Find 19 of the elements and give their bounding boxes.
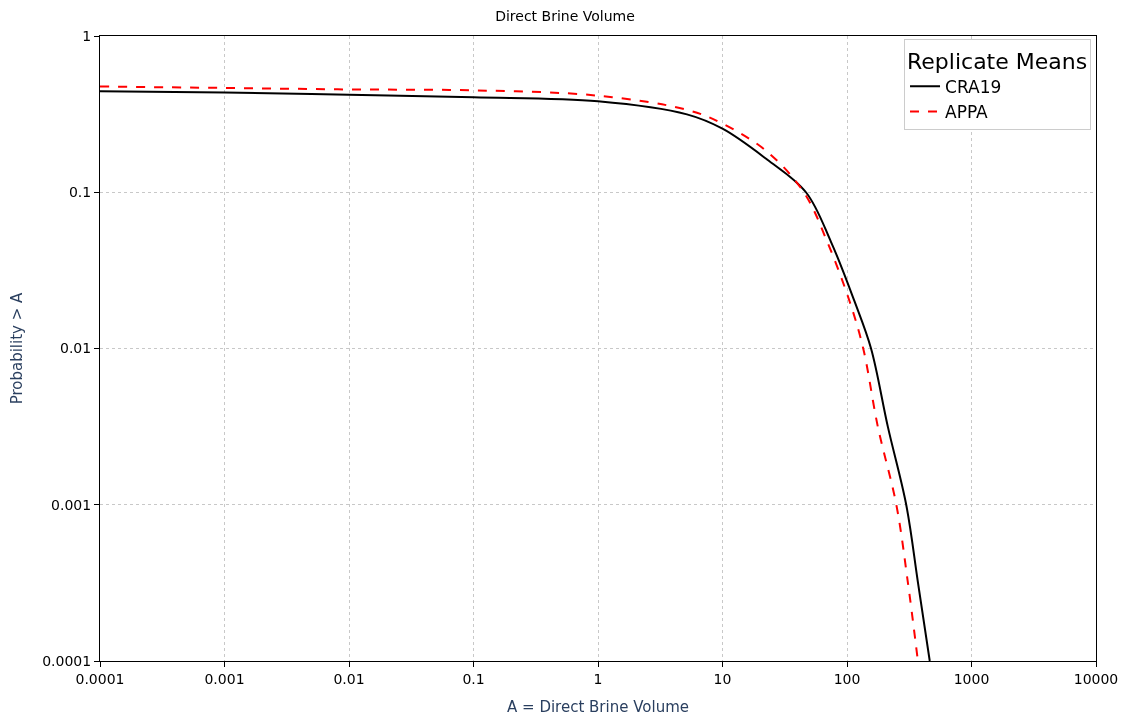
x-tick-label: 1000	[953, 670, 990, 687]
x-tick-label: 0.001	[204, 670, 245, 687]
chart-title: Direct Brine Volume	[495, 7, 635, 24]
x-tick-label: 100	[833, 670, 861, 687]
y-axis-title: Probability > A	[8, 291, 27, 405]
y-tick-label: 0.01	[60, 340, 92, 357]
x-tick-label: 0.1	[462, 670, 485, 687]
x-tick-label: 10	[713, 670, 732, 687]
x-axis-title: A = Direct Brine Volume	[507, 697, 689, 716]
y-tick-label: 0.0001	[42, 652, 92, 669]
y-tick-label: 0.001	[51, 496, 92, 513]
y-tick-label: 0.1	[68, 184, 92, 201]
legend-label: APPA	[945, 102, 989, 122]
legend-title: Replicate Means	[907, 48, 1088, 74]
y-tick-label: 1	[82, 27, 92, 44]
x-tick-label: 1	[593, 670, 603, 687]
x-tick-label: 0.01	[333, 670, 365, 687]
legend-label: CRA19	[945, 76, 1002, 97]
x-tick-label: 10000	[1073, 670, 1119, 687]
